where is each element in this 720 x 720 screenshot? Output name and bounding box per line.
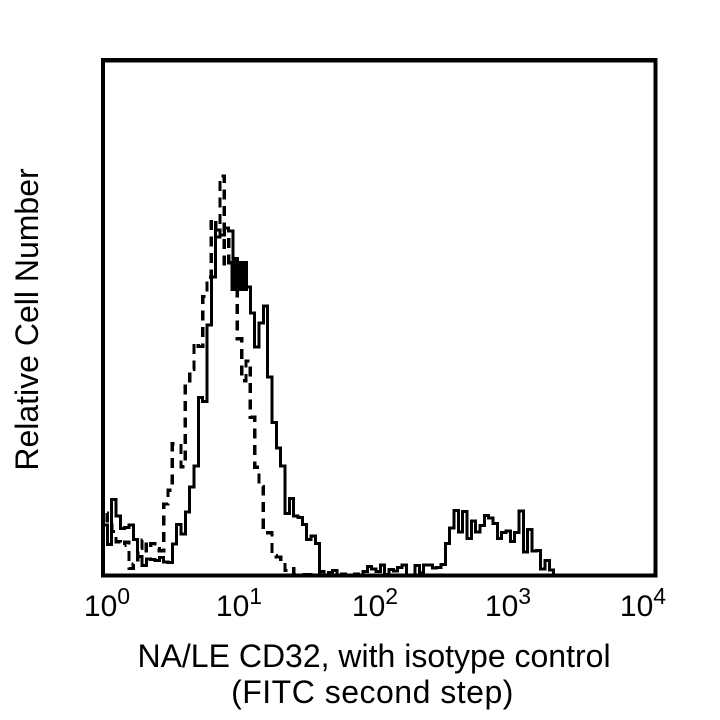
svg-text:(FITC second step): (FITC second step)	[231, 674, 514, 710]
svg-text:104: 104	[620, 583, 666, 623]
svg-text:Relative Cell Number: Relative Cell Number	[9, 168, 45, 471]
svg-text:100: 100	[84, 583, 130, 623]
svg-text:101: 101	[216, 583, 262, 623]
svg-text:102: 102	[352, 583, 398, 623]
svg-text:NA/LE CD32, with isotype contr: NA/LE CD32, with isotype control	[137, 638, 610, 674]
svg-text:103: 103	[485, 583, 531, 623]
